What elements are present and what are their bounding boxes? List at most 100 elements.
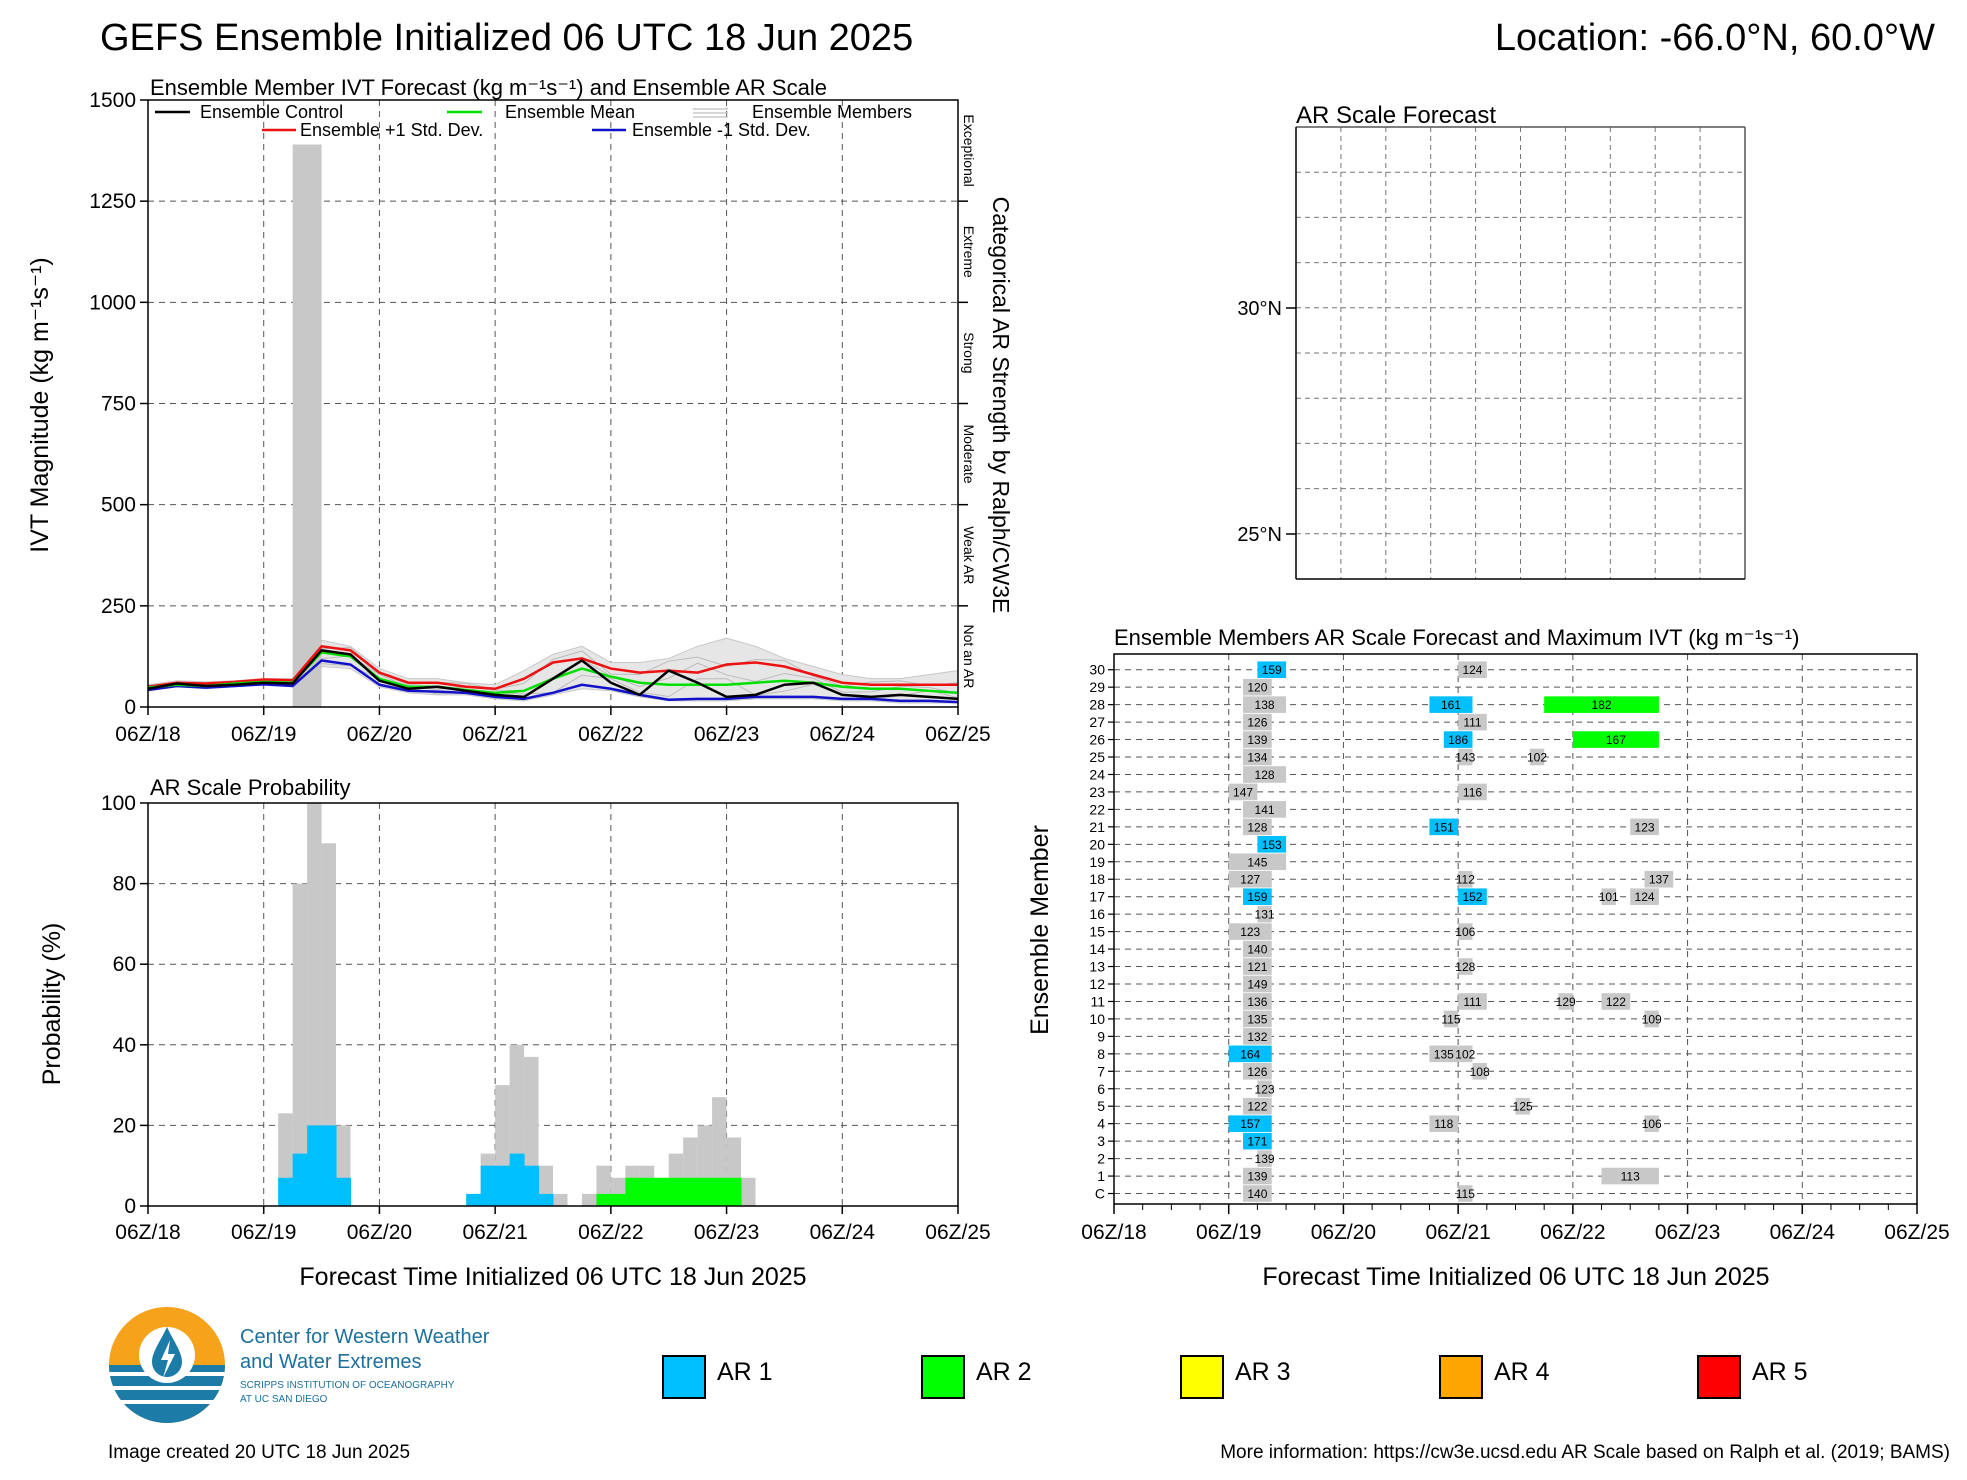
ivt-line-ensemble-1-std-dev- <box>147 659 959 704</box>
prob-ytick-label: 80 <box>113 873 136 896</box>
footer-more-info: More information: https://cw3e.ucsd.edu … <box>1220 1442 1950 1463</box>
members-ytick-label: 20 <box>1089 836 1105 852</box>
member-bar <box>1228 783 1258 801</box>
member-bar-ivt-label: 159 <box>1262 663 1282 677</box>
member-bar-ivt-label: 136 <box>1247 995 1267 1009</box>
member-bar <box>1243 1010 1272 1028</box>
member-bar <box>1601 993 1631 1010</box>
members-ytick-label: 4 <box>1097 1116 1105 1132</box>
member-bar <box>1243 975 1272 993</box>
member-bar <box>1243 766 1287 783</box>
members-ytick-label: 17 <box>1089 889 1105 905</box>
member-bar <box>1243 1185 1272 1202</box>
ar-category-label: Strong <box>961 332 977 373</box>
member-bar <box>1458 993 1487 1010</box>
prob-bar-ar2 <box>596 1193 612 1206</box>
map-lat-labels: 30°N 25°N <box>1237 298 1296 546</box>
members-panel: Ensemble Members AR Scale Forecast and M… <box>1026 625 1950 1291</box>
member-bar <box>1443 1010 1459 1028</box>
prob-bar-ar1 <box>292 1153 308 1206</box>
map-grid <box>1296 127 1745 579</box>
member-bar <box>1558 993 1573 1010</box>
member-bar-ivt-label: 115 <box>1441 1012 1460 1026</box>
member-bar-ivt-label: 127 <box>1240 873 1260 887</box>
member-bar-ivt-label: 113 <box>1621 1170 1640 1184</box>
members-ylabel: Ensemble Member <box>1026 825 1054 1035</box>
prob-xtick-label: 06Z/24 <box>810 1221 876 1244</box>
member-bar-ivt-label: 139 <box>1255 1152 1275 1166</box>
members-panel-title: Ensemble Members AR Scale Forecast and M… <box>1114 625 1799 650</box>
member-bar-ivt-label: 186 <box>1448 733 1468 747</box>
member-bar-ivt-label: 118 <box>1434 1117 1453 1131</box>
members-ytick-label: 26 <box>1089 732 1105 748</box>
member-bar-ivt-label: 137 <box>1649 873 1669 887</box>
member-bar <box>1243 993 1272 1010</box>
member-bar <box>1243 940 1272 958</box>
members-xtick-label: 06Z/18 <box>1081 1221 1146 1244</box>
prob-bar-any <box>741 1177 756 1206</box>
prob-grid <box>148 803 958 1206</box>
members-y-ticks: C123456789101112131415161718192021222324… <box>1089 662 1114 1202</box>
prob-bars <box>278 803 756 1206</box>
member-bar-ivt-label: 135 <box>1434 1047 1454 1061</box>
members-ytick-label: 10 <box>1089 1011 1105 1027</box>
footer-created: Image created 20 UTC 18 Jun 2025 <box>108 1442 410 1463</box>
members-ytick-label: 9 <box>1097 1028 1105 1044</box>
member-bar-ivt-label: 122 <box>1606 995 1626 1009</box>
prob-bar-ar1 <box>307 1125 323 1206</box>
prob-ytick-label: 60 <box>113 953 136 976</box>
prob-bar-any <box>307 803 322 1206</box>
ar-category-label: Moderate <box>961 425 977 484</box>
member-bar <box>1243 696 1287 713</box>
ar-category-labels: Not an AR Weak AR Moderate Strong Extreme Exc… <box>958 114 977 688</box>
member-bar <box>1644 1115 1659 1132</box>
member-bar <box>1644 1010 1659 1028</box>
member-bar <box>1515 1097 1530 1115</box>
members-ytick-label: 23 <box>1089 784 1105 800</box>
members-ytick-label: 8 <box>1097 1046 1105 1062</box>
member-bar-ivt-label: 164 <box>1240 1047 1260 1061</box>
prob-bar-ar2 <box>639 1177 655 1206</box>
member-bar <box>1472 1063 1487 1080</box>
legend-minus-std: Ensemble -1 Std. Dev. <box>632 120 811 140</box>
members-ytick-label: 21 <box>1089 819 1105 835</box>
member-bar-ivt-label: 128 <box>1255 768 1275 782</box>
members-xtick-label: 06Z/23 <box>1655 1221 1720 1244</box>
ivt-ytick-label: 0 <box>124 696 136 719</box>
member-bar-ivt-label: 116 <box>1463 785 1482 799</box>
member-bar <box>1429 1115 1459 1132</box>
prob-bar-ar1 <box>321 1125 337 1206</box>
members-xtick-label: 06Z/21 <box>1425 1221 1490 1244</box>
member-bar-ivt-label: 147 <box>1233 785 1253 799</box>
member-bar-ivt-label: 139 <box>1247 733 1267 747</box>
ivt-grid <box>148 100 958 707</box>
member-bar-ivt-label: 159 <box>1247 890 1267 904</box>
prob-panel: AR Scale Probability 0 20 40 60 80 100 06Z/18… <box>38 775 991 1291</box>
logo-line2: and Water Extremes <box>240 1351 422 1373</box>
members-xlabel: Forecast Time Initialized 06 UTC 18 Jun … <box>1262 1263 1769 1291</box>
member-bar <box>1529 748 1545 766</box>
member-bar <box>1644 870 1674 888</box>
prob-bar-any <box>553 1193 568 1206</box>
members-ytick-label: 3 <box>1097 1133 1105 1149</box>
prob-plot-frame <box>147 802 959 1207</box>
member-bar-ivt-label: 134 <box>1247 751 1267 765</box>
member-bar <box>1429 818 1459 836</box>
member-bar <box>1257 661 1287 679</box>
member-bar <box>1544 696 1659 713</box>
member-bar-ivt-label: 111 <box>1463 716 1482 730</box>
member-bar-ivt-label: 121 <box>1247 960 1267 974</box>
legend-label-ar5: AR 5 <box>1752 1358 1808 1386</box>
ivt-xtick-label: 06Z/21 <box>462 723 527 746</box>
prob-bar-any <box>581 1193 597 1206</box>
ar-category-label: Not an AR <box>961 625 977 689</box>
members-xtick-label: 06Z/25 <box>1884 1221 1949 1244</box>
member-bar-ivt-label: 141 <box>1255 803 1275 817</box>
ivt-ytick-label: 750 <box>101 393 136 416</box>
members-x-ticks: 06Z/18 06Z/19 06Z/20 06Z/21 06Z/22 06Z/23 06Z/… <box>1081 1204 1950 1244</box>
member-bar-ivt-label: 123 <box>1255 1082 1275 1096</box>
member-bar-ivt-label: 124 <box>1635 890 1655 904</box>
member-bar <box>1458 783 1487 801</box>
legend-plus-std: Ensemble +1 Std. Dev. <box>300 120 483 140</box>
